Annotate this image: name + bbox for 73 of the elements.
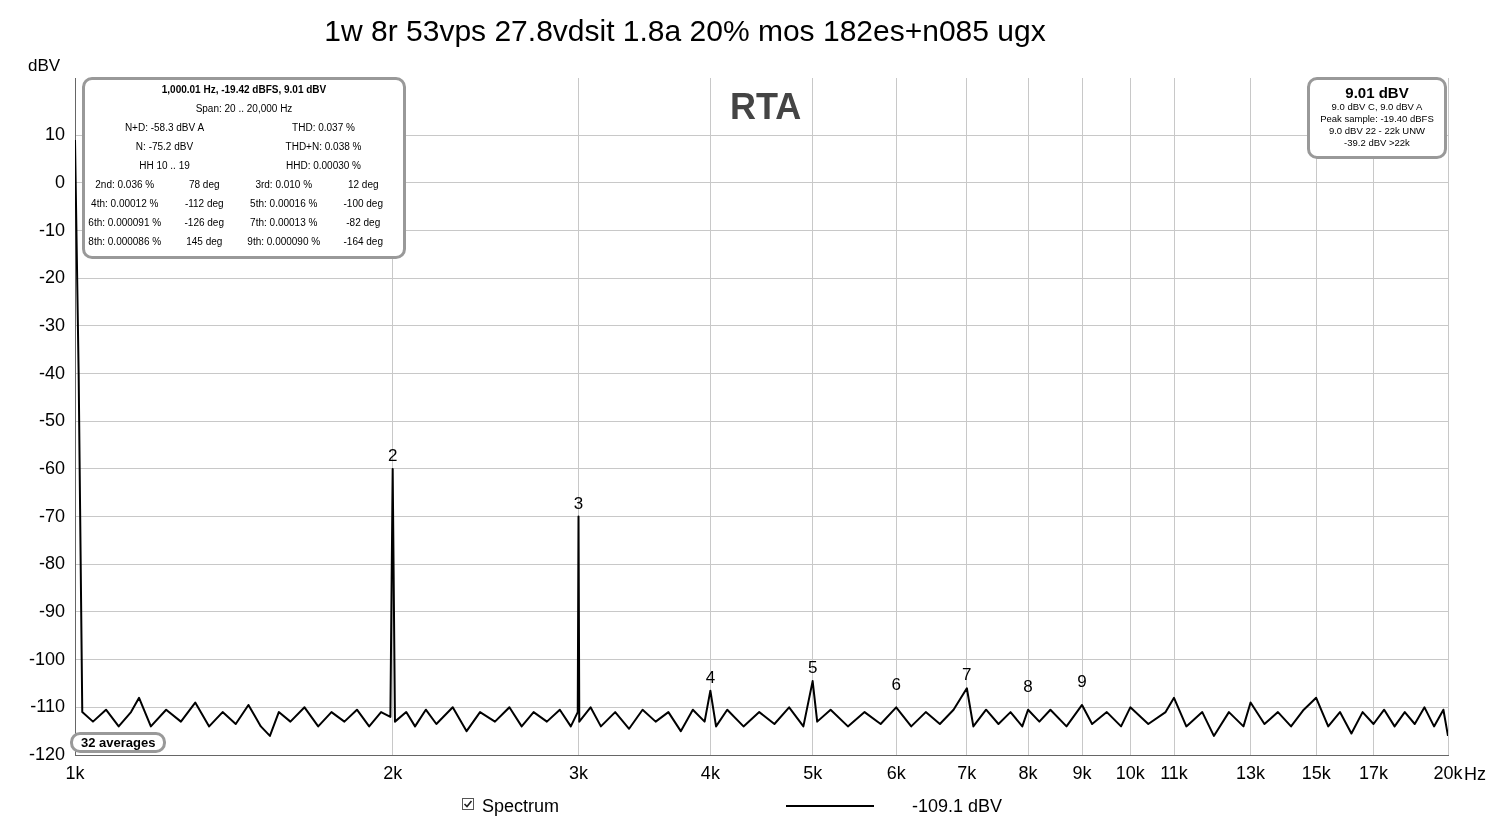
annotation: 145 deg [185,236,224,247]
annotation: HHD: 0.00030 % [284,160,362,171]
x-tick-label: 6k [886,762,907,783]
x-tick-label: 5k [803,762,824,783]
y-tick-label: -50 [38,410,65,431]
annotation: -164 deg [342,236,384,247]
annotation: 6 [891,674,901,694]
y-tick-label: 10 [44,124,65,145]
annotation: 9th: 0.000090 % [246,236,322,247]
y-tick-label: -20 [38,267,65,288]
annotation: 32 averages [70,732,167,753]
x-tick-label: 9k [1072,762,1093,783]
annotation: -126 deg [183,217,225,228]
y-tick-label: -40 [38,362,65,383]
annotation: N+D: -58.3 dBV A [123,122,206,133]
x-tick-label: 13k [1236,762,1267,783]
text: Spectrum [482,796,560,817]
annotation: 3 [573,493,584,513]
annotation: 2nd: 0.036 % [94,179,156,190]
x-tick-label: 15k [1301,762,1332,783]
x-tick-label: 7k [957,762,978,783]
annotation: Peak sample: -19.40 dBFS [1319,113,1435,125]
y-tick-label: -70 [38,505,65,526]
annotation: 9.01 dBV [1344,84,1410,101]
annotation: -39.2 dBV >22k [1343,137,1411,149]
annotation: THD: 0.037 % [291,122,356,133]
x-tick-label: 10k [1115,762,1146,783]
chart-title: 1w 8r 53vps 27.8vdsit 1.8a 20% mos 182es+n085 ugx [323,14,1047,48]
annotation: 1,000.01 Hz, -19.42 dBFS, 9.01 dBV [160,84,328,95]
annotation: 6th: 0.000091 % [87,217,163,228]
y-tick-label: -110 [30,696,65,717]
y-axis-title: dBV [28,56,61,76]
annotation: 2 [387,446,398,466]
text: -109.1 dBV [912,796,1003,817]
annotation: 8 [1023,676,1033,696]
annotation: -100 deg [342,198,384,209]
x-tick-label: 8k [1018,762,1039,783]
y-tick-label: -80 [38,553,65,574]
annotation: 4th: 0.00012 % [90,198,160,209]
annotation: 3rd: 0.010 % [254,179,314,190]
annotation: 5 [807,658,818,678]
x-tick-label: 1k [65,762,86,783]
annotation: 7th: 0.00013 % [249,217,319,228]
x-tick-label: 4k [700,762,721,783]
annotation: N: -75.2 dBV [134,141,195,152]
annotation: 9.0 dBV 22 - 22k UNW [1327,125,1427,137]
x-tick-label: 20k [1433,762,1464,783]
annotation: THD+N: 0.038 % [284,141,363,152]
annotation: Span: 20 .. 20,000 Hz [194,103,294,114]
x-tick-label: 2k [383,762,404,783]
annotation: -112 deg [183,198,225,209]
annotation: 12 deg [346,179,380,190]
annotation: HH 10 .. 19 [138,160,191,171]
annotation: 7 [962,665,972,685]
annotation: RTA [730,86,802,128]
x-tick-label: 11k [1160,762,1189,783]
annotation: 5th: 0.00016 % [249,198,319,209]
annotation: 78 deg [187,179,221,190]
y-tick-label: -10 [38,219,65,240]
y-tick-label: -60 [38,457,65,478]
y-tick-label: 0 [54,171,65,192]
annotation: 4 [705,667,716,687]
y-tick-label: -90 [38,600,65,621]
annotation: 8th: 0.000086 % [87,236,163,247]
x-tick-label: 17k [1359,762,1390,783]
annotation: 9 [1077,672,1087,692]
y-tick-label: -120 [28,743,65,764]
y-tick-label: -100 [28,648,65,669]
y-tick-label: -30 [38,314,65,335]
x-axis-title: Hz [1464,764,1486,785]
annotation: 9.0 dBV C, 9.0 dBV A [1330,101,1424,113]
annotation: -82 deg [345,217,382,228]
x-tick-label: 3k [569,762,590,783]
